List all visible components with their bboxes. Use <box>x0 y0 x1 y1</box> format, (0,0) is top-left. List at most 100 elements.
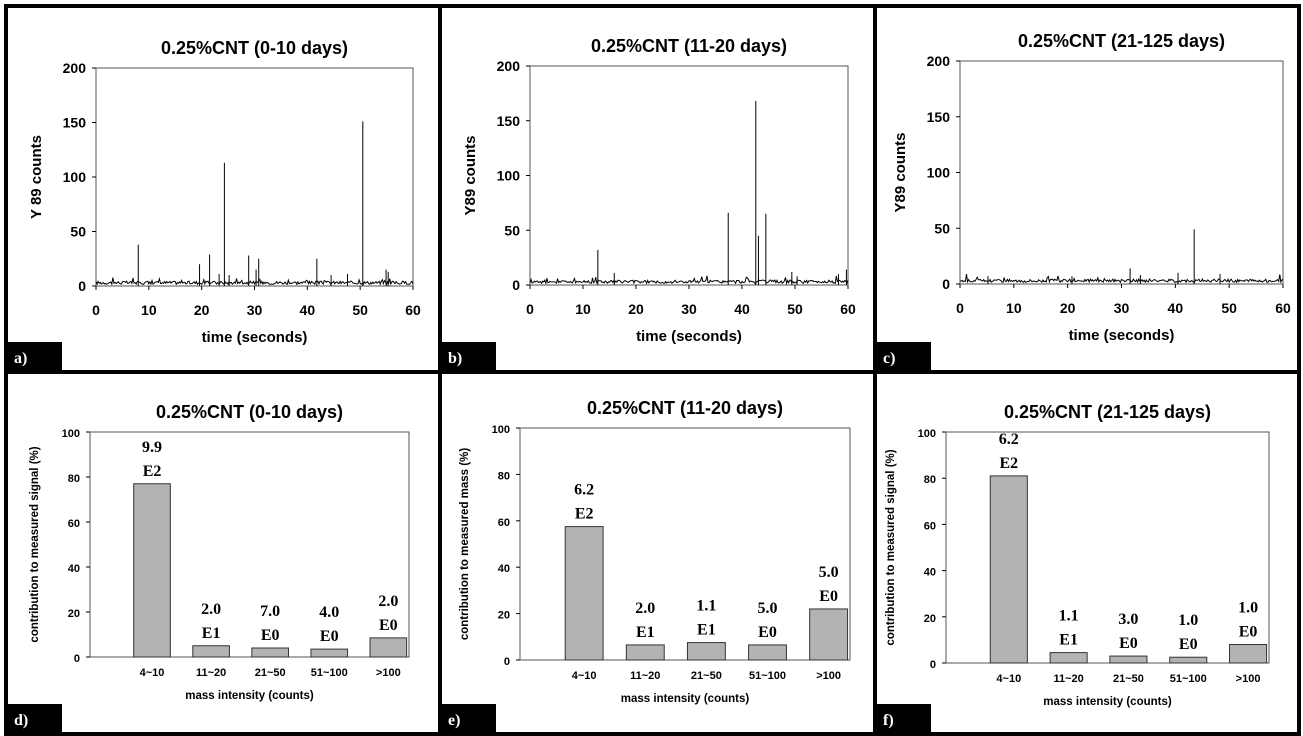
y-tick-label: 200 <box>63 60 87 76</box>
y-axis-label: Y89 counts <box>462 135 479 215</box>
y-tick-label: 60 <box>498 517 510 529</box>
x-tick-label: 60 <box>840 301 856 317</box>
y-tick-label: 0 <box>78 278 86 294</box>
bar-value-label: 6.2 <box>574 482 594 499</box>
x-axis-label: time (seconds) <box>636 328 742 345</box>
x-tick-label: 50 <box>1221 300 1237 316</box>
x-tick-label: 0 <box>956 300 964 316</box>
x-tick-label: >100 <box>1236 673 1261 685</box>
x-tick-label: 50 <box>352 302 368 318</box>
x-axis-label: mass intensity (counts) <box>185 690 314 702</box>
bar-exponent-label: E0 <box>1119 635 1138 652</box>
bar-exponent-label: E0 <box>261 627 280 644</box>
x-tick-label: 21~50 <box>691 670 722 682</box>
y-tick-label: 150 <box>497 113 521 129</box>
bar-value-label: 2.0 <box>201 601 221 618</box>
bar <box>133 483 171 658</box>
y-axis-label: Y 89 counts <box>28 135 45 219</box>
bar-value-label: 1.0 <box>1238 600 1258 617</box>
x-tick-label: 51~100 <box>749 670 786 682</box>
bar-value-label: 1.1 <box>1059 608 1079 625</box>
y-tick-label: 80 <box>498 470 510 482</box>
panel-tag-box <box>8 704 62 732</box>
y-tick-label: 50 <box>70 224 86 240</box>
x-tick-label: 11~20 <box>630 670 660 682</box>
bar-value-label: 9.9 <box>142 439 162 456</box>
x-tick-label: 51~100 <box>1170 673 1207 685</box>
chart-title: 0.25%CNT (11-20 days) <box>587 398 783 418</box>
panel-e: e) 0.25%CNT (11-20 days) 0 20 40 60 80 100 contr… <box>438 370 877 736</box>
bar-exponent-label: E2 <box>999 455 1018 472</box>
x-tick-label: 4~10 <box>140 667 165 679</box>
y-tick-label: 0 <box>74 653 80 665</box>
panel-a: a) 0.25%CNT (0-10 days) 0 50 100 150 200 Y 89 c… <box>4 4 442 374</box>
bar <box>192 645 230 658</box>
panel-f: f) 0.25%CNT (21-125 days) 0 20 40 60 80 100 cont… <box>873 370 1301 736</box>
bar <box>1109 655 1148 664</box>
bar-value-label: 1.1 <box>696 598 716 615</box>
chart-title: 0.25%CNT (11-20 days) <box>591 36 787 56</box>
y-tick-label: 20 <box>68 608 80 620</box>
bar-exponent-label: E0 <box>320 628 339 645</box>
y-axis-label: contribution to measured signal (%) <box>885 449 897 645</box>
bar <box>625 644 665 661</box>
y-tick-label: 0 <box>512 277 520 293</box>
panel-tag: e) <box>448 712 460 729</box>
bar-value-label: 1.0 <box>1178 612 1198 629</box>
panel-tag: d) <box>14 712 28 729</box>
panel-tag: a) <box>14 350 27 367</box>
plot-area <box>95 67 414 287</box>
bar-value-label: 5.0 <box>758 600 778 617</box>
y-tick-label: 150 <box>927 109 951 125</box>
chart-title: 0.25%CNT (21-125 days) <box>1018 31 1225 51</box>
bar <box>1169 656 1208 664</box>
y-axis-label: contribution to measured mass (%) <box>459 448 471 641</box>
y-tick-label: 60 <box>68 518 80 530</box>
bar-exponent-label: E0 <box>819 588 838 605</box>
bar <box>564 526 604 661</box>
panel-tag-box <box>8 342 62 370</box>
bar <box>686 642 726 661</box>
chart-title: 0.25%CNT (0-10 days) <box>161 38 348 58</box>
x-tick-label: >100 <box>816 670 841 682</box>
y-tick-label: 100 <box>63 169 87 185</box>
series-baseline <box>95 276 414 286</box>
bar <box>748 644 787 661</box>
x-tick-label: 21~50 <box>1113 673 1144 685</box>
x-tick-label: 11~20 <box>196 667 226 679</box>
x-tick-label: 40 <box>300 302 316 318</box>
bar-exponent-label: E1 <box>1059 632 1078 649</box>
bar-exponent-label: E1 <box>636 624 655 641</box>
y-tick-label: 40 <box>498 563 510 575</box>
panel-tag: b) <box>448 350 462 367</box>
x-axis-label: mass intensity (counts) <box>1043 696 1172 708</box>
y-tick-label: 100 <box>492 424 510 436</box>
bar <box>310 648 349 658</box>
chart-title: 0.25%CNT (21-125 days) <box>1004 402 1211 422</box>
y-tick-label: 50 <box>504 222 520 238</box>
panel-tag: f) <box>883 712 894 729</box>
bar <box>1049 652 1088 664</box>
x-tick-label: 20 <box>1060 300 1076 316</box>
bar-value-label: 6.2 <box>999 431 1019 448</box>
x-tick-label: 60 <box>1275 300 1291 316</box>
y-tick-label: 40 <box>68 563 80 575</box>
y-tick-label: 100 <box>62 428 80 440</box>
x-axis-label: time (seconds) <box>1069 327 1175 344</box>
panel-tag-box <box>877 342 931 370</box>
y-tick-label: 0 <box>942 276 950 292</box>
x-tick-label: 10 <box>141 302 157 318</box>
bar <box>251 647 289 658</box>
panel-c: c)0.25%CNT (21-125 days)050100150200Y89 … <box>873 4 1301 374</box>
panel-tag-box <box>877 704 931 732</box>
x-tick-label: >100 <box>376 667 401 679</box>
bar-exponent-label: E0 <box>758 624 777 641</box>
y-tick-label: 20 <box>924 613 936 625</box>
y-tick-label: 60 <box>924 520 936 532</box>
y-tick-label: 80 <box>924 474 936 486</box>
y-tick-label: 150 <box>63 115 87 131</box>
x-tick-label: 11~20 <box>1053 673 1083 685</box>
series-baseline <box>959 274 1284 284</box>
